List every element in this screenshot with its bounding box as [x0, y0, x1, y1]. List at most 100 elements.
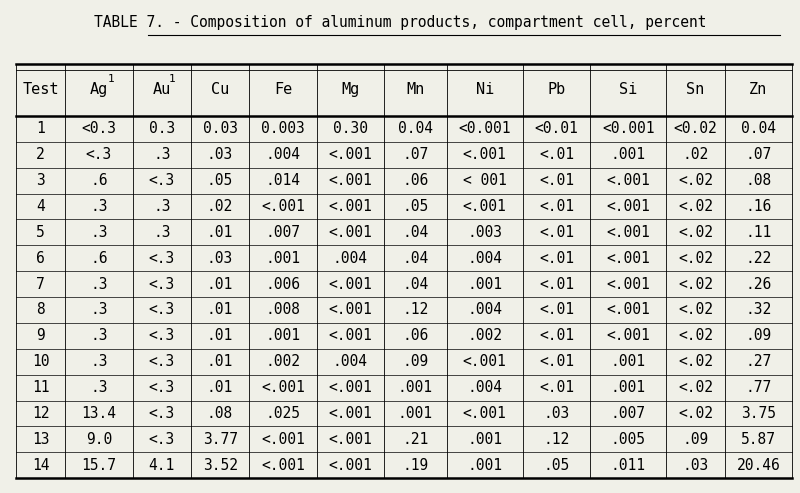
- Text: .002: .002: [467, 328, 502, 343]
- Text: .01: .01: [207, 354, 234, 369]
- Text: .007: .007: [266, 225, 300, 240]
- Text: .3: .3: [153, 199, 170, 214]
- Text: Mg: Mg: [341, 82, 359, 98]
- Text: .08: .08: [207, 406, 234, 421]
- Text: .004: .004: [333, 354, 368, 369]
- Text: 8: 8: [36, 303, 45, 317]
- Text: 9.0: 9.0: [86, 432, 112, 447]
- Text: Au: Au: [153, 82, 171, 98]
- Text: .014: .014: [266, 173, 300, 188]
- Text: .04: .04: [402, 225, 428, 240]
- Text: <.001: <.001: [606, 277, 650, 291]
- Text: 3.52: 3.52: [202, 458, 238, 473]
- Text: .77: .77: [746, 380, 771, 395]
- Text: <.01: <.01: [539, 173, 574, 188]
- Text: 0.3: 0.3: [149, 121, 175, 136]
- Text: 3: 3: [36, 173, 45, 188]
- Text: 9: 9: [36, 328, 45, 343]
- Text: <.3: <.3: [149, 328, 175, 343]
- Text: 1: 1: [108, 74, 114, 84]
- Text: <.3: <.3: [149, 251, 175, 266]
- Text: <.01: <.01: [539, 251, 574, 266]
- Text: <.02: <.02: [678, 225, 713, 240]
- Text: .007: .007: [610, 406, 646, 421]
- Text: .08: .08: [746, 173, 771, 188]
- Text: .01: .01: [207, 277, 234, 291]
- Text: <0.001: <0.001: [602, 121, 654, 136]
- Text: Ni: Ni: [476, 82, 494, 98]
- Text: .3: .3: [90, 303, 108, 317]
- Text: .01: .01: [207, 303, 234, 317]
- Text: .6: .6: [90, 173, 108, 188]
- Text: 0.003: 0.003: [261, 121, 305, 136]
- Text: .01: .01: [207, 225, 234, 240]
- Text: .02: .02: [207, 199, 234, 214]
- Text: <0.01: <0.01: [534, 121, 578, 136]
- Text: .09: .09: [402, 354, 428, 369]
- Text: <.01: <.01: [539, 147, 574, 162]
- Text: 13.4: 13.4: [82, 406, 117, 421]
- Text: .002: .002: [266, 354, 300, 369]
- Text: <.001: <.001: [463, 406, 506, 421]
- Text: 12: 12: [32, 406, 50, 421]
- Text: Ag: Ag: [90, 82, 108, 98]
- Text: 3.75: 3.75: [741, 406, 776, 421]
- Text: 0.03: 0.03: [202, 121, 238, 136]
- Text: <.3: <.3: [149, 406, 175, 421]
- Text: .22: .22: [746, 251, 771, 266]
- Text: .001: .001: [467, 432, 502, 447]
- Text: .001: .001: [266, 328, 300, 343]
- Text: .004: .004: [467, 380, 502, 395]
- Text: <.3: <.3: [86, 147, 112, 162]
- Text: .32: .32: [746, 303, 771, 317]
- Text: .001: .001: [610, 380, 646, 395]
- Text: 7: 7: [36, 277, 45, 291]
- Text: .005: .005: [610, 432, 646, 447]
- Text: <.001: <.001: [328, 380, 372, 395]
- Text: <.01: <.01: [539, 303, 574, 317]
- Text: .001: .001: [467, 458, 502, 473]
- Text: .3: .3: [153, 225, 170, 240]
- Text: <.001: <.001: [328, 328, 372, 343]
- Text: <.01: <.01: [539, 354, 574, 369]
- Text: .001: .001: [467, 277, 502, 291]
- Text: 14: 14: [32, 458, 50, 473]
- Text: .11: .11: [746, 225, 771, 240]
- Text: 11: 11: [32, 380, 50, 395]
- Text: .07: .07: [746, 147, 771, 162]
- Text: <0.3: <0.3: [82, 121, 117, 136]
- Text: <.3: <.3: [149, 173, 175, 188]
- Text: .001: .001: [266, 251, 300, 266]
- Text: .06: .06: [402, 173, 428, 188]
- Text: .006: .006: [266, 277, 300, 291]
- Text: <.3: <.3: [149, 277, 175, 291]
- Text: .001: .001: [610, 354, 646, 369]
- Text: <.01: <.01: [539, 380, 574, 395]
- Text: .3: .3: [90, 277, 108, 291]
- Text: <.02: <.02: [678, 328, 713, 343]
- Text: <.01: <.01: [539, 225, 574, 240]
- Text: Zn: Zn: [750, 82, 767, 98]
- Text: .06: .06: [402, 328, 428, 343]
- Text: <.001: <.001: [606, 328, 650, 343]
- Text: Test: Test: [22, 82, 59, 98]
- Text: 0.04: 0.04: [741, 121, 776, 136]
- Text: 4.1: 4.1: [149, 458, 175, 473]
- Text: .05: .05: [543, 458, 570, 473]
- Text: <0.02: <0.02: [674, 121, 718, 136]
- Text: .011: .011: [610, 458, 646, 473]
- Text: .008: .008: [266, 303, 300, 317]
- Text: .001: .001: [398, 406, 433, 421]
- Text: .025: .025: [266, 406, 300, 421]
- Text: .05: .05: [402, 199, 428, 214]
- Text: .004: .004: [266, 147, 300, 162]
- Text: <.02: <.02: [678, 303, 713, 317]
- Text: <.001: <.001: [261, 380, 305, 395]
- Text: TABLE 7. - Composition of aluminum products, compartment cell, percent: TABLE 7. - Composition of aluminum produ…: [94, 15, 706, 30]
- Text: <.001: <.001: [261, 458, 305, 473]
- Text: .004: .004: [333, 251, 368, 266]
- Text: 0.04: 0.04: [398, 121, 433, 136]
- Text: <.001: <.001: [328, 406, 372, 421]
- Text: .05: .05: [207, 173, 234, 188]
- Text: 0.30: 0.30: [333, 121, 368, 136]
